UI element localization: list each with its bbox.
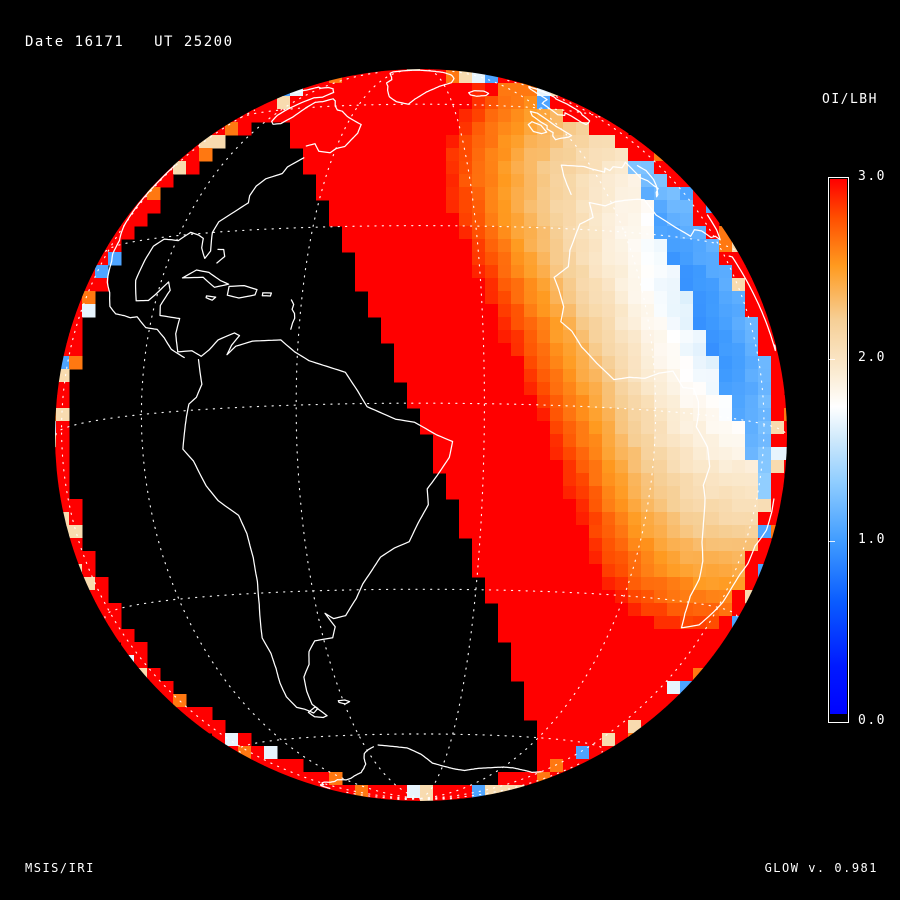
graticule-lines (55, 69, 787, 801)
version-label: GLOW v. 0.981 (764, 861, 878, 875)
coastlines (106, 69, 776, 790)
colorbar-tick-mark (829, 540, 835, 542)
page-title: Date 16171 UT 25200 (25, 34, 234, 50)
colorbar[interactable] (828, 177, 849, 723)
colorbar-tick-label: 1.0 (858, 531, 886, 547)
colorbar-title: OI/LBH (822, 92, 878, 107)
coastline-paths (106, 69, 776, 790)
model-label: MSIS/IRI (25, 861, 95, 875)
graticule (55, 69, 787, 801)
airglow-cells (55, 69, 787, 801)
colorbar-gradient (830, 179, 847, 721)
colorbar-tick-label: 3.0 (858, 169, 886, 184)
colorbar-zero-segment (830, 714, 847, 721)
colorbar-tick-label: 2.0 (858, 350, 886, 366)
colorbar-tick-mark (829, 359, 835, 361)
colorbar-tick-label: 0.0 (858, 713, 886, 728)
